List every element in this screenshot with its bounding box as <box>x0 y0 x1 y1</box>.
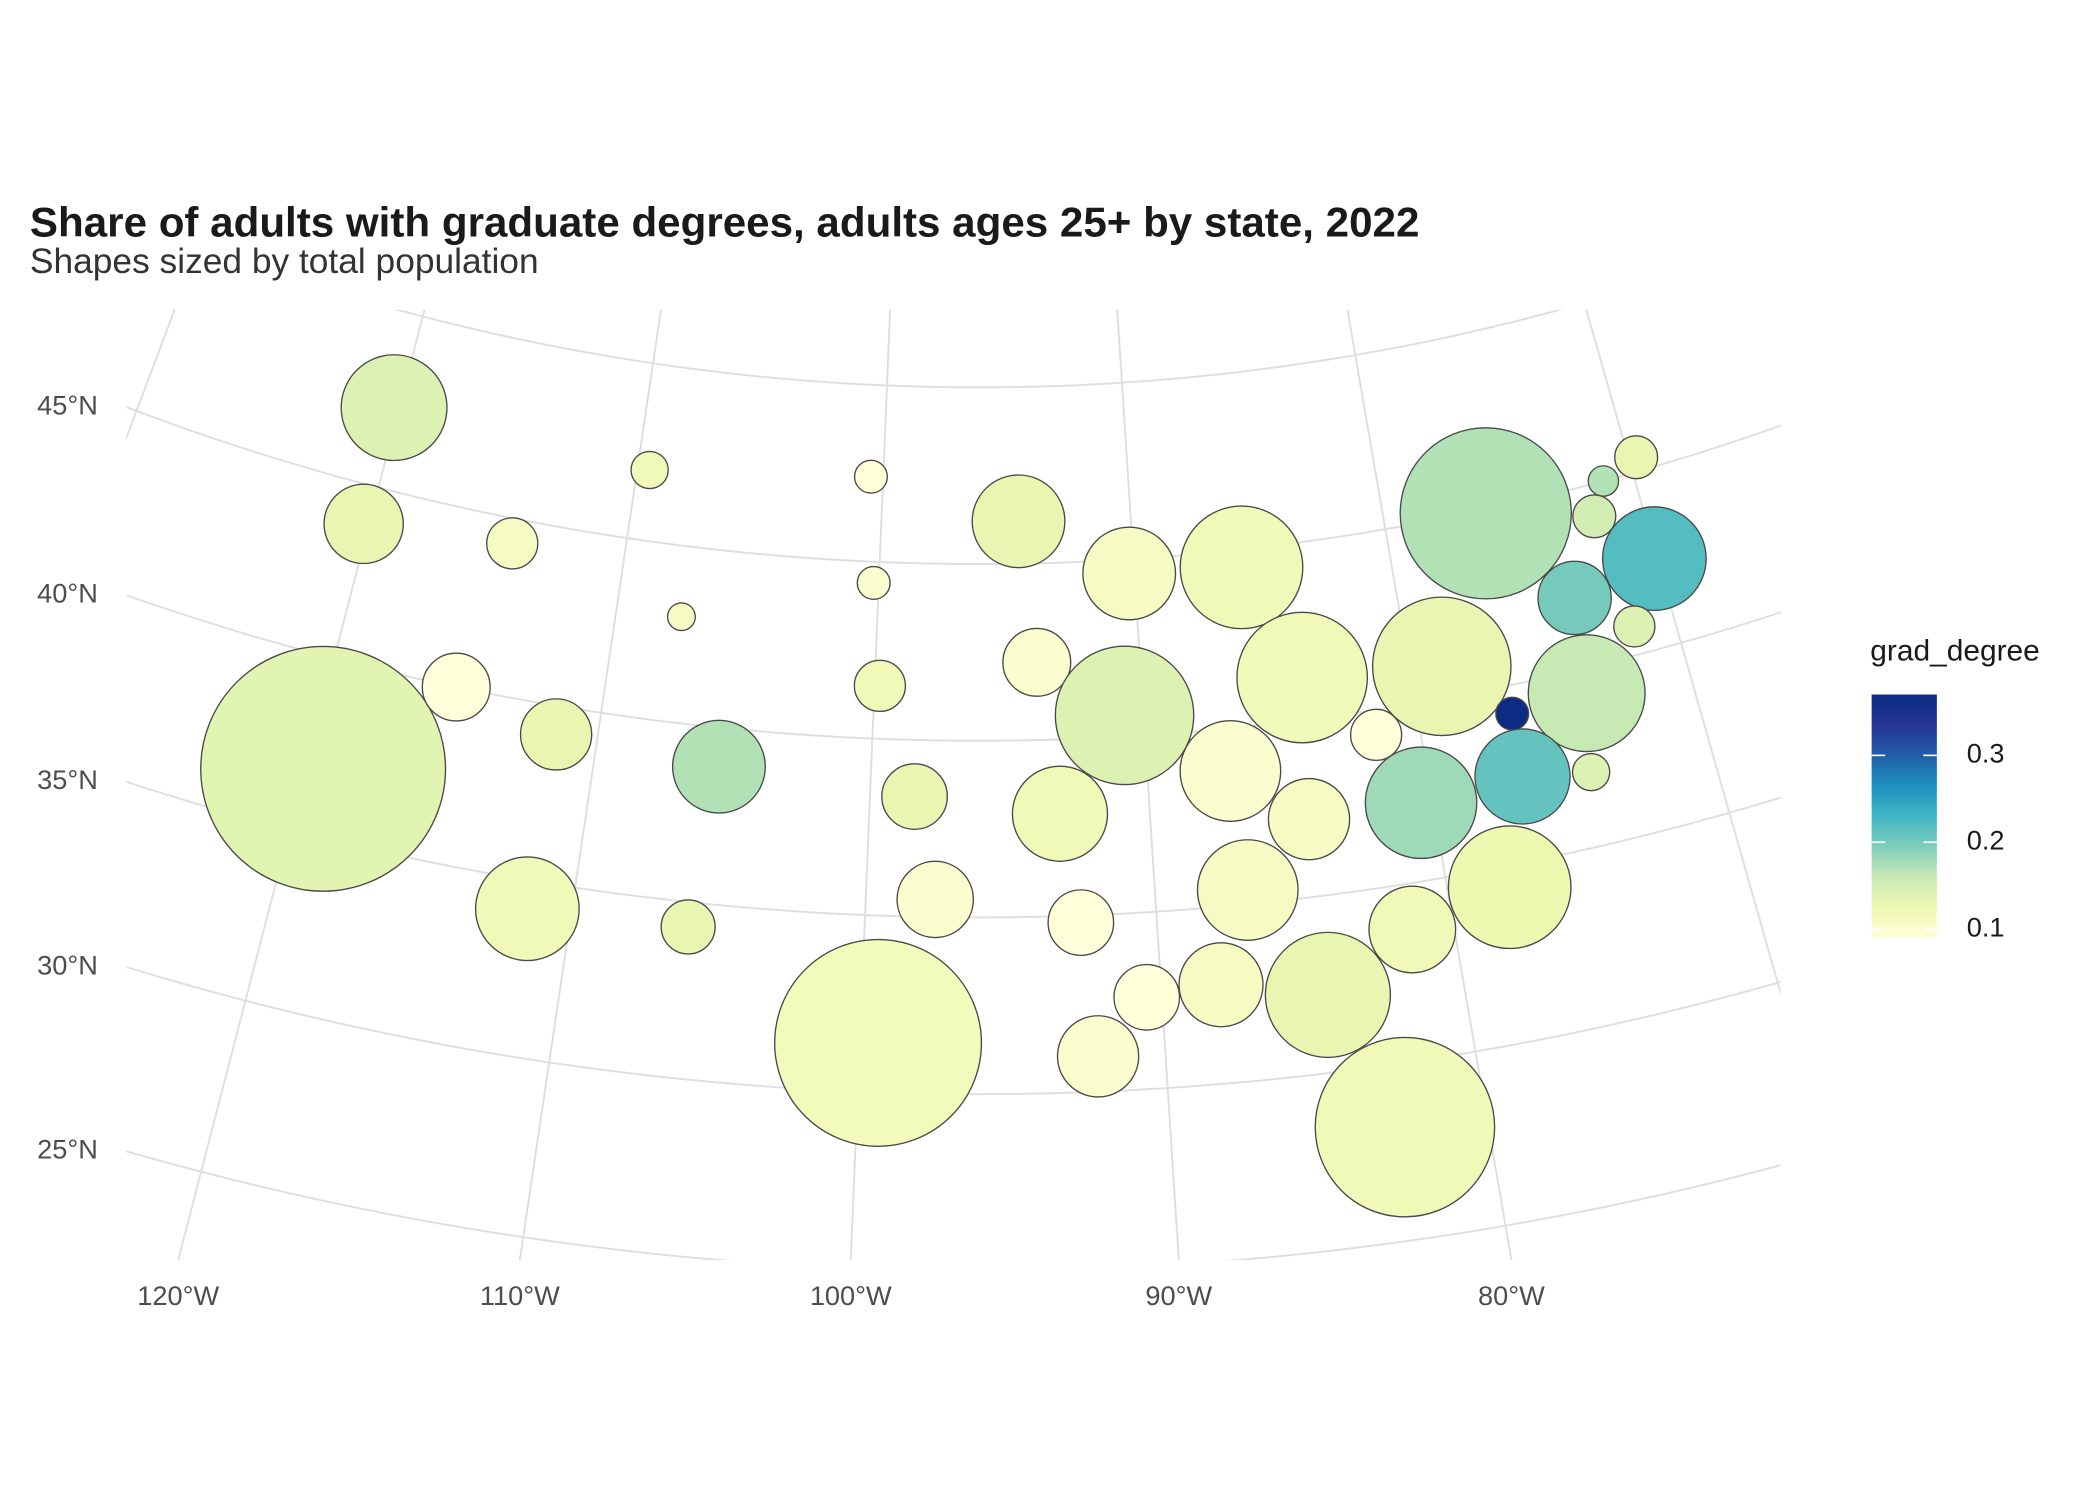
parallel <box>126 1150 1781 1260</box>
x-tick-label: 80°W <box>1478 1280 1545 1311</box>
state-bubble <box>200 645 447 892</box>
state-bubble <box>856 565 891 601</box>
state-bubble <box>1572 494 1617 539</box>
x-tick-label: 100°W <box>810 1280 892 1311</box>
y-tick-label: 25°N <box>37 1134 98 1165</box>
state-bubble <box>474 856 580 962</box>
state-bubble <box>421 652 491 722</box>
x-tick-label: 120°W <box>137 1280 219 1311</box>
state-bubble <box>1537 560 1612 636</box>
state-bubble <box>971 474 1066 569</box>
state-bubble <box>1587 465 1620 497</box>
state-bubble <box>1056 1015 1140 1098</box>
parallel <box>394 309 1564 389</box>
parallel <box>126 780 1781 919</box>
state-bubble <box>1179 720 1282 822</box>
state-bubble <box>1601 506 1707 612</box>
state-bubble <box>853 459 889 494</box>
colorbar-label: 0.2 <box>1967 824 2005 855</box>
state-bubble <box>1178 942 1264 1028</box>
state-bubble <box>1613 605 1656 648</box>
state-bubble <box>1495 696 1530 731</box>
state-bubble <box>1447 825 1572 950</box>
state-bubble <box>671 719 766 814</box>
bubbles <box>200 354 1707 1218</box>
y-tick-label: 30°N <box>37 949 98 980</box>
y-tick-label: 45°N <box>37 389 98 420</box>
state-bubble <box>660 899 716 955</box>
state-bubble <box>1571 752 1611 792</box>
colorbar-gradient <box>1871 694 1937 938</box>
chart-subtitle: Shapes sized by total population <box>30 242 539 281</box>
state-bubble <box>666 602 696 632</box>
state-bubble <box>881 763 949 830</box>
state-bubble <box>486 517 539 570</box>
state-bubble <box>853 659 907 713</box>
state-bubble <box>1364 746 1478 860</box>
state-bubble <box>1527 634 1646 753</box>
state-bubble <box>774 938 983 1147</box>
meridian <box>1585 309 1781 997</box>
state-bubble <box>519 698 593 771</box>
state-bubble <box>1614 435 1659 480</box>
colorbar: 0.1 0.2 0.3 <box>1871 694 2005 942</box>
meridian <box>1116 309 1180 1260</box>
parallel <box>126 966 1781 1096</box>
state-bubble <box>1349 708 1403 762</box>
state-bubble <box>1082 526 1177 621</box>
y-tick-label: 35°N <box>37 764 98 795</box>
x-tick-label: 90°W <box>1145 1280 1212 1311</box>
parallel <box>126 594 1781 742</box>
state-bubble <box>1399 427 1572 600</box>
state-bubble <box>1002 627 1072 697</box>
state-bubble <box>1314 1036 1496 1218</box>
meridian <box>518 309 662 1260</box>
state-bubble <box>1236 611 1369 744</box>
colorbar-label: 0.3 <box>1967 738 2005 769</box>
state-bubble <box>1474 728 1571 825</box>
state-bubble <box>896 860 975 939</box>
state-bubble <box>323 483 404 565</box>
state-bubble <box>1196 839 1299 941</box>
state-bubble <box>1371 596 1512 737</box>
legend-title: grad_degree <box>1870 635 2040 668</box>
x-tick-label: 110°W <box>480 1280 560 1311</box>
colorbar-label: 0.1 <box>1967 911 2005 942</box>
state-bubble <box>630 450 669 490</box>
state-bubble <box>1368 885 1457 974</box>
parallel <box>0 1063 2100 1447</box>
state-bubble <box>1264 931 1392 1059</box>
state-bubble <box>1054 645 1195 786</box>
state-bubble <box>1113 963 1181 1031</box>
state-bubble <box>1047 889 1115 957</box>
state-bubble <box>1267 777 1351 861</box>
state-bubble <box>1179 505 1304 630</box>
state-bubble <box>1011 765 1109 862</box>
meridian <box>849 309 892 1260</box>
y-tick-label: 40°N <box>37 577 98 608</box>
state-bubble <box>340 354 448 462</box>
chart-title: Share of adults with graduate degrees, a… <box>30 198 1419 245</box>
